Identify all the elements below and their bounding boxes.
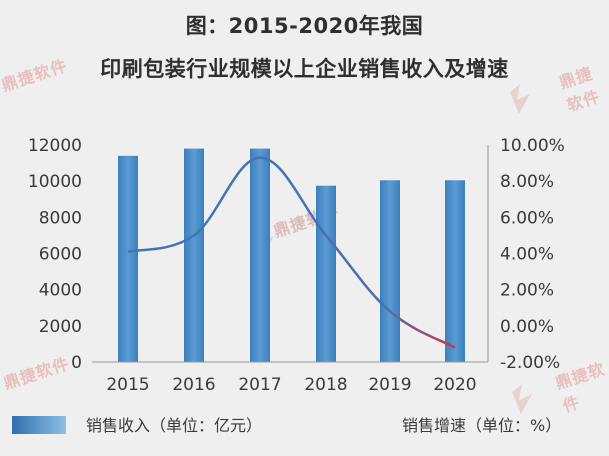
y-left-tick-label: 6000 [39, 245, 82, 265]
bar-2017 [250, 148, 270, 362]
x-tick-label: 2016 [172, 375, 215, 395]
y-right-tick-label: 0.00% [500, 317, 554, 337]
legend-bar-label: 销售收入（单位：亿元） [86, 416, 262, 435]
bar-2020 [445, 180, 465, 362]
bar-2018 [316, 185, 336, 362]
watermark-logo-icon [512, 384, 532, 414]
bar-2016 [184, 148, 204, 362]
y-right-tick-label: 8.00% [500, 172, 554, 192]
growth-line [127, 156, 456, 349]
y-left-tick-label: 0 [71, 353, 82, 373]
y-left-tick-label: 4000 [39, 281, 82, 301]
y-left-tick-label: 12000 [28, 136, 82, 156]
watermark-logo-icon [510, 84, 530, 114]
legend-bar-swatch [12, 416, 66, 434]
bar-2015 [118, 155, 138, 362]
y-left-tick-label: 10000 [28, 172, 82, 192]
y-left-tick-label: 8000 [39, 208, 82, 228]
x-tick-label: 2019 [368, 375, 411, 395]
bar-2019 [380, 180, 400, 362]
y-right-tick-label: 2.00% [500, 281, 554, 301]
y-right-tick-label: 10.00% [500, 136, 565, 156]
x-tick-label: 2017 [238, 375, 281, 395]
legend-line-label: 销售增速（单位：%） [402, 416, 561, 435]
x-tick-label: 2015 [106, 375, 149, 395]
x-tick-label: 2018 [304, 375, 347, 395]
chart-subtitle: 印刷包装行业规模以上企业销售收入及增速 [100, 57, 509, 81]
chart-title: 图：2015-2020年我国 [185, 14, 424, 38]
y-right-tick-label: 6.00% [500, 208, 554, 228]
y-left-tick-label: 2000 [39, 317, 82, 337]
y-right-tick-label: 4.00% [500, 245, 554, 265]
x-tick-label: 2020 [433, 375, 476, 395]
y-right-tick-label: -2.00% [500, 353, 560, 373]
